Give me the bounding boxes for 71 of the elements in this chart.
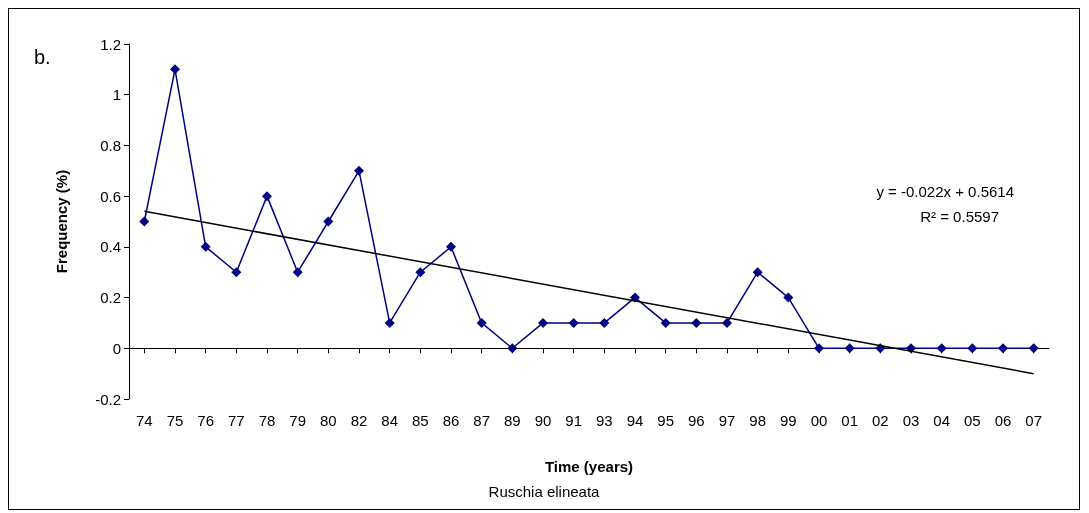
y-tick-label: 0.6 <box>100 187 121 205</box>
point <box>170 64 180 75</box>
x-tick-label: 75 <box>166 412 184 429</box>
x-tick-label: 99 <box>779 412 797 429</box>
point <box>998 343 1008 354</box>
x-tick-label: 80 <box>319 412 337 429</box>
x-tick-label: 02 <box>871 412 889 429</box>
point <box>139 216 150 227</box>
x-tick-label: 93 <box>595 412 613 429</box>
x-tick-label: 89 <box>503 412 521 429</box>
point <box>1028 343 1039 354</box>
x-tick-label: 03 <box>902 412 920 429</box>
point <box>231 267 242 278</box>
x-tick-label: 00 <box>810 412 828 429</box>
x-tick-label: 85 <box>411 412 429 429</box>
point <box>936 343 947 354</box>
x-tick-label: 05 <box>963 412 981 429</box>
point <box>538 317 548 328</box>
y-axis-title: Frequency (%) <box>53 169 70 274</box>
x-tick-label: 97 <box>718 412 736 429</box>
point <box>568 317 579 328</box>
point <box>292 267 303 278</box>
x-tick-label: 98 <box>749 412 767 429</box>
point <box>262 191 272 202</box>
point <box>476 317 487 328</box>
point <box>844 343 855 354</box>
x-tick-label: 77 <box>227 412 245 429</box>
x-tick-label: 04 <box>933 412 951 429</box>
x-tick-label: 84 <box>381 412 399 429</box>
annotation: y = -0.022x + 0.5614 <box>876 183 1015 200</box>
point <box>323 216 334 227</box>
y-tick-label: 0.8 <box>100 136 121 154</box>
point <box>722 317 732 328</box>
text: Ruschia elineata <box>488 483 601 500</box>
x-tick-label: 96 <box>687 412 705 429</box>
point <box>783 292 794 303</box>
text: b. <box>34 46 51 68</box>
point <box>752 267 763 278</box>
point <box>507 343 518 354</box>
y-tick-label: 1.2 <box>100 35 121 53</box>
x-tick-label: 94 <box>626 412 644 429</box>
x-tick-label: 01 <box>841 412 859 429</box>
y-tick-label: 0 <box>112 339 121 357</box>
x-tick-label: 91 <box>565 412 583 429</box>
x-tick-label: 95 <box>657 412 675 429</box>
x-axis-title: Time (years) <box>544 458 634 475</box>
point <box>967 343 978 354</box>
x-tick-label: 86 <box>442 412 460 429</box>
x-tick-label: 76 <box>197 412 215 429</box>
point <box>200 241 211 252</box>
x-tick-label: 07 <box>1025 412 1043 429</box>
y-tick-label: -0.2 <box>95 390 121 408</box>
point <box>384 317 395 328</box>
point <box>814 343 824 354</box>
x-tick-label: 82 <box>350 412 368 429</box>
point <box>599 317 610 328</box>
point <box>415 267 426 278</box>
x-tick-label: 87 <box>473 412 491 429</box>
point <box>660 317 671 328</box>
point <box>691 317 702 328</box>
x-tick-label: 79 <box>289 412 307 429</box>
y-tick-label: 0.2 <box>100 289 121 307</box>
point <box>446 241 456 252</box>
x-tick-label: 90 <box>534 412 552 429</box>
x-tick-label: 74 <box>135 412 153 429</box>
x-tick-label: 78 <box>258 412 276 429</box>
x-tick-label: 06 <box>994 412 1012 429</box>
annotation: R² = 0.5597 <box>920 208 1000 225</box>
point <box>354 165 364 176</box>
y-tick-label: 1 <box>112 86 121 104</box>
y-tick-label: 0.4 <box>100 238 121 256</box>
